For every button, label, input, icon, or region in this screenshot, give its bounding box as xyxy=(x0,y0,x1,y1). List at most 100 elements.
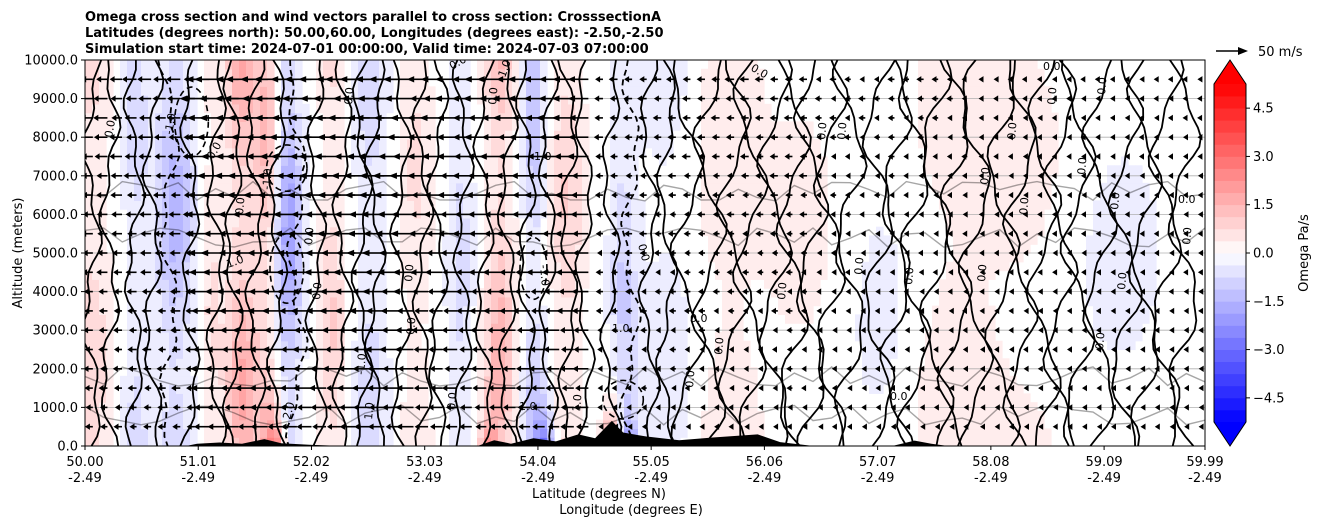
omega-cell xyxy=(407,410,415,421)
omega-cell xyxy=(162,314,170,324)
omega-cell xyxy=(988,253,996,263)
omega-cell xyxy=(736,402,744,412)
omega-cell xyxy=(267,174,275,184)
omega-cell xyxy=(302,349,310,359)
omega-cell xyxy=(554,165,562,175)
omega-cell xyxy=(99,235,107,245)
wind-vector-head xyxy=(263,365,270,372)
omega-cell xyxy=(141,375,149,386)
omega-cell xyxy=(253,60,261,70)
omega-cell xyxy=(778,165,786,175)
omega-cell xyxy=(1002,182,1010,193)
omega-cell xyxy=(358,419,366,430)
omega-cell xyxy=(876,358,884,368)
omega-cell xyxy=(750,95,758,105)
omega-cell xyxy=(722,305,730,316)
wind-vector-head xyxy=(114,404,120,411)
omega-cell xyxy=(106,86,114,96)
omega-cell xyxy=(295,296,303,307)
omega-cell xyxy=(190,244,198,254)
omega-cell xyxy=(946,349,954,359)
omega-cell xyxy=(162,165,170,175)
omega-cell xyxy=(988,419,996,430)
omega-cell xyxy=(148,235,156,245)
omega-cell xyxy=(519,384,527,394)
omega-cell xyxy=(225,174,233,184)
omega-cell xyxy=(407,235,415,245)
omega-cell xyxy=(512,331,520,342)
omega-cell xyxy=(456,217,464,228)
omega-cell xyxy=(505,226,513,237)
omega-cell xyxy=(610,349,618,359)
omega-cell xyxy=(148,437,156,446)
omega-cell xyxy=(729,253,737,263)
omega-cell xyxy=(974,367,982,377)
omega-cell xyxy=(743,68,751,79)
omega-cell xyxy=(1002,261,1010,272)
omega-cell xyxy=(176,77,184,87)
omega-cell xyxy=(253,182,261,193)
omega-cell xyxy=(134,86,142,96)
omega-cell xyxy=(288,235,296,245)
omega-cell xyxy=(379,200,387,210)
omega-cell xyxy=(99,68,107,79)
omega-cell xyxy=(652,86,660,96)
omega-cell xyxy=(638,393,646,403)
omega-cell xyxy=(183,68,191,79)
omega-cell xyxy=(757,156,765,166)
omega-cell xyxy=(799,200,807,210)
omega-cell xyxy=(932,156,940,166)
omega-cell xyxy=(1023,156,1031,166)
omega-cell xyxy=(680,393,688,403)
omega-cell xyxy=(120,200,128,210)
omega-cell xyxy=(337,393,345,403)
omega-cell xyxy=(281,226,289,237)
omega-cell xyxy=(85,331,93,342)
omega-cell xyxy=(225,191,233,201)
omega-cell xyxy=(484,358,492,368)
omega-cell xyxy=(148,428,156,438)
omega-cell xyxy=(190,138,198,149)
omega-cell xyxy=(358,130,366,140)
omega-cell xyxy=(218,147,226,158)
omega-cell xyxy=(736,375,744,386)
omega-cell xyxy=(659,147,667,158)
omega-cell xyxy=(239,200,247,210)
omega-cell xyxy=(106,68,114,79)
negative-omega-contour-loop xyxy=(519,236,548,301)
omega-cell xyxy=(120,393,128,403)
omega-cell xyxy=(505,314,513,324)
omega-cell xyxy=(190,95,198,105)
omega-cell xyxy=(869,367,877,377)
omega-cell xyxy=(246,200,254,210)
omega-cell xyxy=(1023,68,1031,79)
omega-cell xyxy=(757,77,765,87)
omega-cell xyxy=(330,314,338,324)
omega-cell xyxy=(288,121,296,131)
omega-cell xyxy=(85,261,93,272)
omega-cell xyxy=(232,86,240,96)
omega-cell xyxy=(729,331,737,342)
omega-cell xyxy=(1107,305,1115,316)
omega-cell xyxy=(295,217,303,228)
omega-cell xyxy=(708,244,716,254)
omega-cell xyxy=(407,217,415,228)
omega-cell xyxy=(967,121,975,131)
omega-cell xyxy=(491,156,499,166)
omega-cell xyxy=(456,340,464,351)
omega-cell xyxy=(995,410,1003,421)
omega-cell xyxy=(806,165,814,175)
wind-vector-head xyxy=(203,230,211,237)
omega-cell xyxy=(211,86,219,96)
omega-cell xyxy=(512,60,520,70)
omega-cell xyxy=(1121,174,1129,184)
omega-cell xyxy=(1030,182,1038,193)
omega-cell xyxy=(295,103,303,114)
omega-cell xyxy=(1121,244,1129,254)
omega-cell xyxy=(1100,279,1108,289)
omega-cell xyxy=(456,226,464,237)
omega-cell xyxy=(505,270,513,280)
omega-cell xyxy=(883,314,891,324)
omega-cell xyxy=(295,138,303,149)
omega-cell xyxy=(743,358,751,368)
